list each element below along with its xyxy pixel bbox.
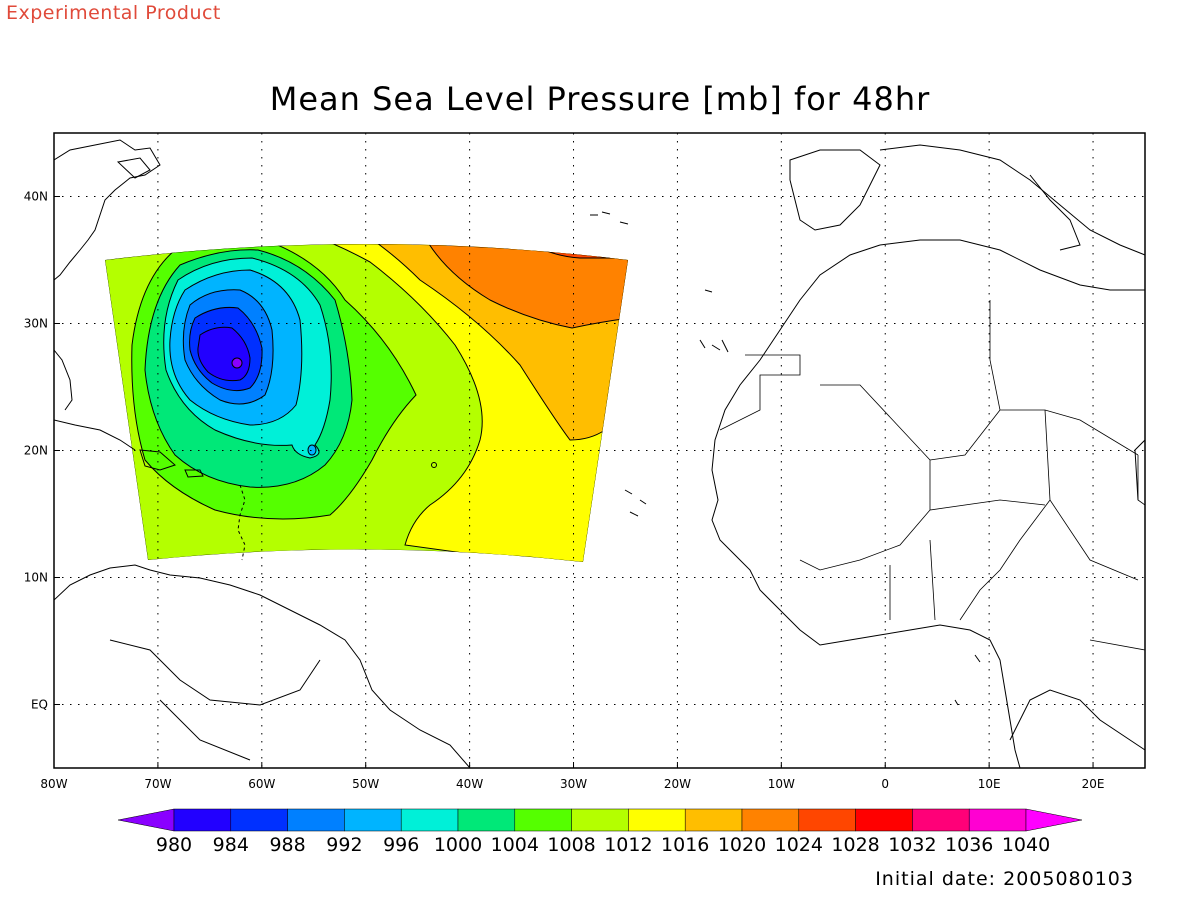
colorbar-swatch [741, 808, 800, 832]
hispaniola [139, 449, 176, 471]
florida [54, 349, 73, 411]
colorbar-level-label: 1008 [547, 834, 595, 856]
colorbar-swatch [400, 808, 459, 832]
colorbar-level-label: 1012 [604, 834, 652, 856]
x-tick-label: 10E [978, 777, 1001, 791]
colorbar-min-arrow [117, 808, 175, 832]
secondary-low-marker [307, 444, 317, 456]
colorbar-level-label: 1032 [888, 834, 936, 856]
x-tick-label: 50W [352, 777, 379, 791]
colorbar-swatch [514, 808, 572, 832]
y-tick-label: 10N [24, 571, 48, 585]
colorbar-swatch [855, 808, 913, 832]
colorbar-swatch [230, 808, 288, 832]
y-tick-label: 30N [24, 317, 48, 331]
puerto-rico [184, 469, 204, 478]
colorbar-swatch [798, 808, 856, 832]
colorbar-swatch [912, 808, 970, 832]
colorbar-level-label: 996 [383, 834, 419, 856]
gulf-of-guinea-islands [954, 654, 981, 706]
colorbar-max-arrow [1025, 808, 1083, 832]
colorbar-level-label: 1036 [945, 834, 993, 856]
iberia [789, 149, 881, 231]
madeira-azores [590, 211, 713, 293]
colorbar-swatch [684, 808, 743, 832]
europe-coast [879, 144, 1145, 256]
coastlines [54, 139, 1145, 768]
north-africa-coast [879, 239, 1145, 291]
x-tick-label: 40W [456, 777, 483, 791]
canary-islands [699, 339, 729, 353]
colorbar-level-label: 1020 [718, 834, 766, 856]
italy [1029, 174, 1081, 251]
small-contour-marker [431, 462, 437, 468]
cuba [54, 419, 136, 451]
colorbar: 980 984 988 992 996 1000 1004 1008 1012 1016 1020 1… [117, 808, 1083, 856]
south-america-border [109, 639, 321, 761]
initial-date: Initial date: 2005080103 [875, 868, 1134, 890]
colorbar-level-label: 988 [269, 834, 305, 856]
low-center-marker [231, 357, 243, 369]
colorbar-swatch [173, 808, 232, 832]
y-axis: 40N 30N 20N 10N EQ [24, 190, 60, 712]
grid-lines [54, 133, 1145, 768]
colorbar-swatch [968, 808, 1027, 832]
colorbar-level-label: 1000 [434, 834, 482, 856]
south-africa-coast [1009, 689, 1145, 751]
y-tick-label: 20N [24, 444, 48, 458]
south-america-coast [54, 564, 471, 768]
north-america-coast [54, 139, 161, 281]
x-tick-label: 70W [144, 777, 171, 791]
pressure-field [105, 244, 628, 562]
colorbar-level-label: 984 [213, 834, 249, 856]
colorbar-level-label: 1016 [661, 834, 709, 856]
nova-scotia [116, 157, 151, 179]
x-axis: 80W 70W 60W 50W 40W 30W 20W 10W 0 10E 20E [40, 762, 1104, 791]
x-tick-label: 60W [248, 777, 275, 791]
colorbar-level-label: 1028 [831, 834, 879, 856]
experimental-product-label: Experimental Product [6, 2, 221, 24]
lesser-antilles [237, 484, 246, 561]
x-tick-label: 80W [40, 777, 67, 791]
colorbar-swatch [628, 808, 686, 832]
colorbar-level-label: 1024 [775, 834, 823, 856]
x-tick-label: 30W [560, 777, 587, 791]
x-tick-label: 20W [664, 777, 691, 791]
cape-verde-islands [624, 489, 647, 517]
x-tick-label: 0 [881, 777, 889, 791]
colorbar-level-label: 1004 [491, 834, 539, 856]
colorbar-swatch [344, 808, 402, 832]
x-tick-label: 10W [768, 777, 795, 791]
colorbar-level-label: 992 [326, 834, 362, 856]
colorbar-swatch [287, 808, 345, 832]
y-tick-label: EQ [31, 698, 48, 712]
east-africa-coast [1134, 439, 1145, 501]
colorbar-level-label: 1040 [1002, 834, 1050, 856]
x-tick-label: 20E [1082, 777, 1105, 791]
colorbar-swatch [457, 808, 516, 832]
colorbar-swatch [571, 808, 629, 832]
chart-title: Mean Sea Level Pressure [mb] for 48hr [269, 80, 931, 118]
africa-borders [719, 300, 1145, 651]
y-tick-label: 40N [24, 190, 48, 204]
colorbar-level-label: 980 [156, 834, 192, 856]
